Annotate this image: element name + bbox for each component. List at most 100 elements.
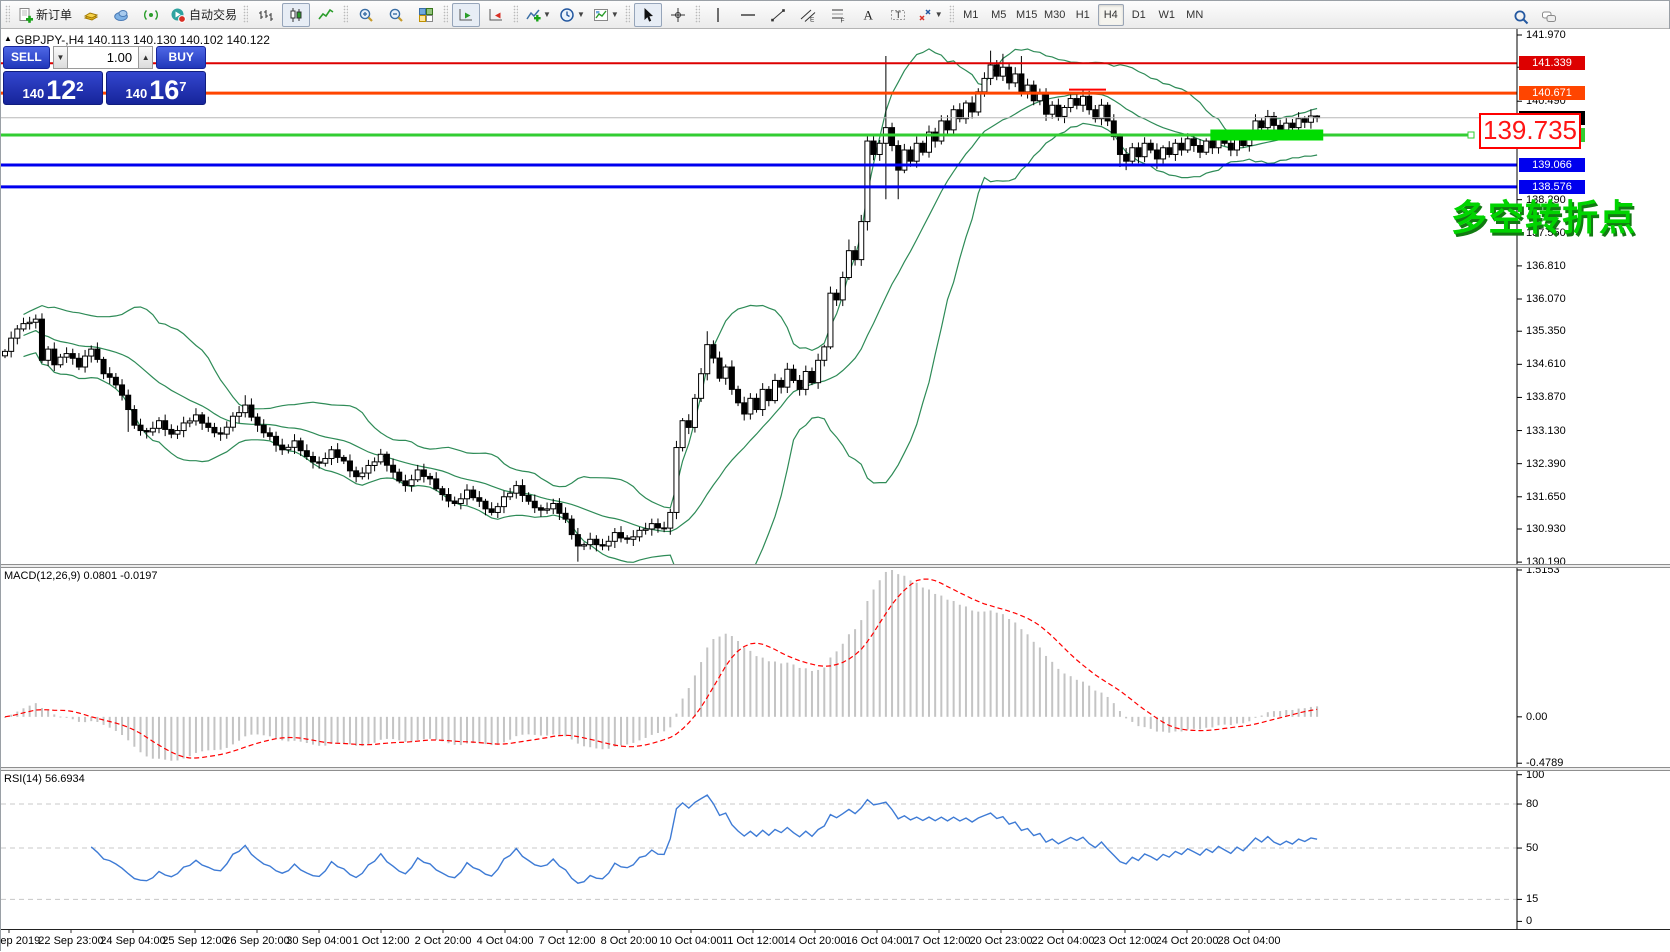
timeframe-h4-button[interactable]: H4 <box>1097 4 1124 26</box>
sell-price-big: 12 <box>46 75 77 105</box>
rsi-label: RSI(14) 56.6934 <box>4 773 85 785</box>
timeframe-h1-button[interactable]: H1 <box>1075 9 1090 21</box>
chart-canvas[interactable] <box>1 29 1670 952</box>
gold-icon <box>83 12 99 21</box>
svg-text:A: A <box>863 7 873 22</box>
new-order-button[interactable]: 新订单 <box>14 3 75 27</box>
timeframe-m1-button[interactable]: M1 <box>963 9 979 21</box>
bar-chart-icon <box>259 9 274 21</box>
sell-price-sup: 2 <box>76 79 84 94</box>
fibo-icon: F <box>831 9 844 24</box>
buy-price-button[interactable]: 140 16 7 <box>106 71 206 105</box>
pane-splitter-macd[interactable] <box>1 564 1670 568</box>
fibonacci-retracement-button[interactable]: F <box>824 3 852 27</box>
textlabel-icon: T <box>890 9 905 20</box>
line-chart-icon <box>318 8 334 20</box>
buy-price-sup: 7 <box>179 79 187 94</box>
trendline-button[interactable] <box>764 3 792 27</box>
channel-icon: E <box>800 9 816 23</box>
annotation-text-object[interactable]: 多空转折点 <box>1451 197 1637 238</box>
vertical-line-button[interactable] <box>704 3 732 27</box>
date-axis-separator <box>1 929 1670 930</box>
market-watch-button[interactable] <box>77 3 105 27</box>
text-icon: A <box>863 7 873 22</box>
hline-icon <box>740 14 755 16</box>
zoom-in-button[interactable] <box>352 3 380 27</box>
toolbar-grip <box>5 5 10 23</box>
chart-area[interactable]: 141.970 141.250 140.490 138.290 137.550 136.8… <box>0 29 1670 952</box>
signals-button[interactable] <box>137 3 165 27</box>
indicators-icon <box>526 9 541 22</box>
timeframe-m15-button[interactable]: M15 <box>1016 9 1038 21</box>
crosshair-button[interactable] <box>664 3 692 27</box>
zoom-in-icon <box>359 8 373 22</box>
one-click-trading-panel: SELL ▼ ▲ BUY 140 12 2 140 16 7 <box>3 46 206 105</box>
crosshair-icon <box>670 7 685 22</box>
volume-input[interactable] <box>68 46 139 69</box>
text-button[interactable]: A <box>854 3 882 27</box>
search-icon <box>1514 10 1529 24</box>
cursor-icon <box>644 7 653 22</box>
macd-label: MACD(12,26,9) 0.0801 -0.0197 <box>4 570 158 582</box>
sell-price-button[interactable]: 140 12 2 <box>3 71 103 105</box>
zoom-out-button[interactable] <box>382 3 410 27</box>
sell-button[interactable]: SELL <box>3 46 50 69</box>
price-callout-object[interactable]: 139.735 <box>1479 113 1581 149</box>
timeframe-m5-button[interactable]: M5 <box>991 9 1007 21</box>
chat-icon <box>1542 11 1556 22</box>
auto-scroll-button[interactable] <box>452 3 481 27</box>
sell-price-prefix: 140 <box>22 86 45 101</box>
line-chart-button[interactable] <box>312 3 340 27</box>
volume-increase-button[interactable]: ▲ <box>138 46 154 69</box>
svg-text:E: E <box>810 16 815 23</box>
arrows-button[interactable]: ▼ <box>914 3 946 27</box>
toolbar-grip <box>443 5 449 23</box>
search-button[interactable] <box>1507 5 1535 29</box>
periods-button[interactable]: ▼ <box>556 3 588 27</box>
chart-shift-button[interactable] <box>482 3 510 27</box>
timeframe-d1-button[interactable]: D1 <box>1131 9 1146 21</box>
signal-icon <box>144 9 158 20</box>
toolbar-grip <box>948 5 954 23</box>
vline-icon <box>717 7 719 22</box>
svg-text:F: F <box>840 17 844 23</box>
zoom-out-icon <box>389 8 403 22</box>
autotrading-icon <box>171 8 186 23</box>
tile-icon <box>419 7 434 22</box>
toolbar-grip <box>694 5 700 23</box>
volume-decrease-button[interactable]: ▼ <box>52 46 69 69</box>
pane-splitter-rsi[interactable] <box>1 767 1670 771</box>
svg-text:T: T <box>895 10 901 20</box>
data-window-button[interactable] <box>107 3 135 27</box>
cursor-button[interactable] <box>633 3 662 27</box>
buy-price-prefix: 140 <box>125 86 148 101</box>
auto-trading-button[interactable]: 自动交易 <box>167 3 240 27</box>
horizontal-line-button[interactable] <box>734 3 762 27</box>
text-label-button[interactable]: T <box>884 3 912 27</box>
clock-icon <box>560 8 574 22</box>
bar-chart-button[interactable] <box>252 3 280 27</box>
toolbar-grip <box>343 5 349 23</box>
arrows-icon <box>919 9 931 21</box>
timeframe-mn-button[interactable]: MN <box>1186 9 1204 21</box>
cloud-icon <box>114 9 128 21</box>
candle-chart-icon <box>290 7 302 22</box>
toolbar-grip <box>624 5 630 23</box>
auto-scroll-icon <box>459 8 473 21</box>
equidistant-channel-button[interactable]: E <box>794 3 822 27</box>
chart-shift-icon <box>489 8 503 21</box>
one-click-collapse-icon[interactable]: ▲ <box>4 34 12 43</box>
template-icon <box>593 9 608 21</box>
indicators-list-button[interactable]: ▼ <box>522 3 554 27</box>
chart-title: GBPJPY-,H4 140.113 140.130 140.102 140.1… <box>15 33 270 47</box>
toolbar-grip <box>243 5 249 23</box>
buy-button[interactable]: BUY <box>156 46 206 69</box>
timeframe-m30-button[interactable]: M30 <box>1044 9 1066 21</box>
buy-price-big: 16 <box>149 75 180 105</box>
timeframe-w1-button[interactable]: W1 <box>1158 9 1175 21</box>
chat-button[interactable] <box>1535 5 1563 29</box>
candlestick-chart-button[interactable] <box>282 3 311 27</box>
tile-windows-button[interactable] <box>412 3 440 27</box>
templates-button[interactable]: ▼ <box>590 3 622 27</box>
